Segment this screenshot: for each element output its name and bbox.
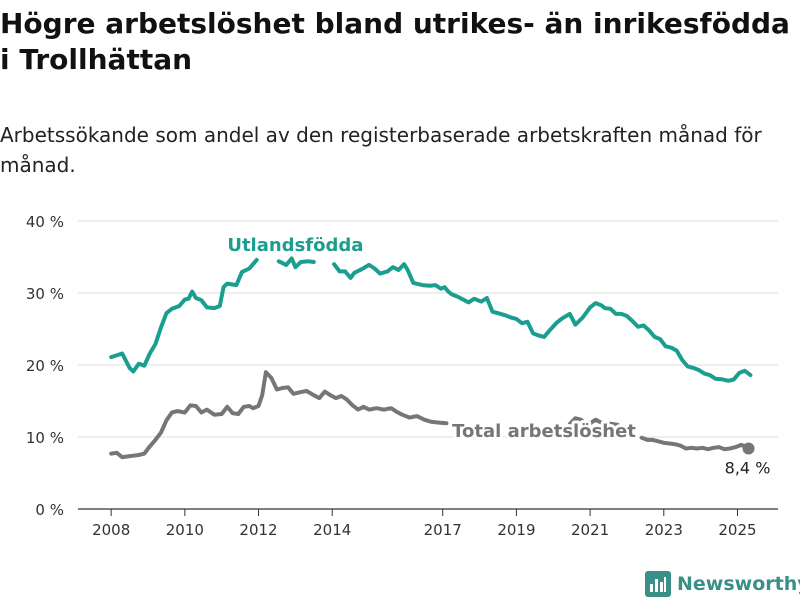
series-line-total	[639, 435, 751, 452]
chart-subtitle: Arbetssökande som andel av den registerb…	[0, 123, 762, 177]
brand-name: Newsworthy	[677, 573, 800, 595]
series-line-total	[567, 416, 620, 427]
x-tick-label: 2012	[239, 521, 277, 539]
x-tick-label: 2021	[571, 521, 609, 539]
series-label-halo: Total arbetslöshet	[452, 421, 636, 442]
series-line-total	[109, 370, 449, 460]
newsworthy-brand[interactable]: Newsworthy	[645, 568, 800, 600]
x-tick-label: 2025	[718, 521, 756, 539]
axes: 0 % 10 % 20 % 30 % 40 % 2008 2010 2012 2014 2017 2…	[26, 213, 757, 539]
series-line-utlandsfodda	[332, 262, 753, 383]
y-tick-label: 30 %	[26, 285, 64, 303]
series-label: Utlandsfödda	[227, 235, 363, 256]
gridlines	[78, 220, 778, 510]
x-tick-label: 2010	[166, 521, 204, 539]
x-tick-label: 2017	[424, 521, 462, 539]
series-label: Total arbetslöshet	[452, 421, 636, 442]
y-tick-label: 40 %	[26, 213, 64, 231]
series-label-halo: Utlandsfödda	[227, 235, 363, 256]
series-line-utlandsfodda	[276, 256, 316, 270]
endpoint-dot	[742, 442, 755, 455]
series-lines	[109, 256, 753, 460]
chart-title: Högre arbetslöshet bland utrikes- än inr…	[0, 7, 790, 76]
y-tick-label: 10 %	[26, 429, 64, 447]
series-line-utlandsfodda	[109, 257, 259, 374]
x-tick-label: 2023	[645, 521, 683, 539]
x-tick-label: 2014	[313, 521, 351, 539]
bar-chart-logo-icon	[645, 571, 671, 597]
x-tick-label: 2019	[497, 521, 535, 539]
y-tick-label: 0 %	[35, 501, 64, 519]
endpoint-label: 8,4 %	[725, 459, 771, 478]
y-tick-label: 20 %	[26, 357, 64, 375]
x-tick-label: 2008	[92, 521, 130, 539]
